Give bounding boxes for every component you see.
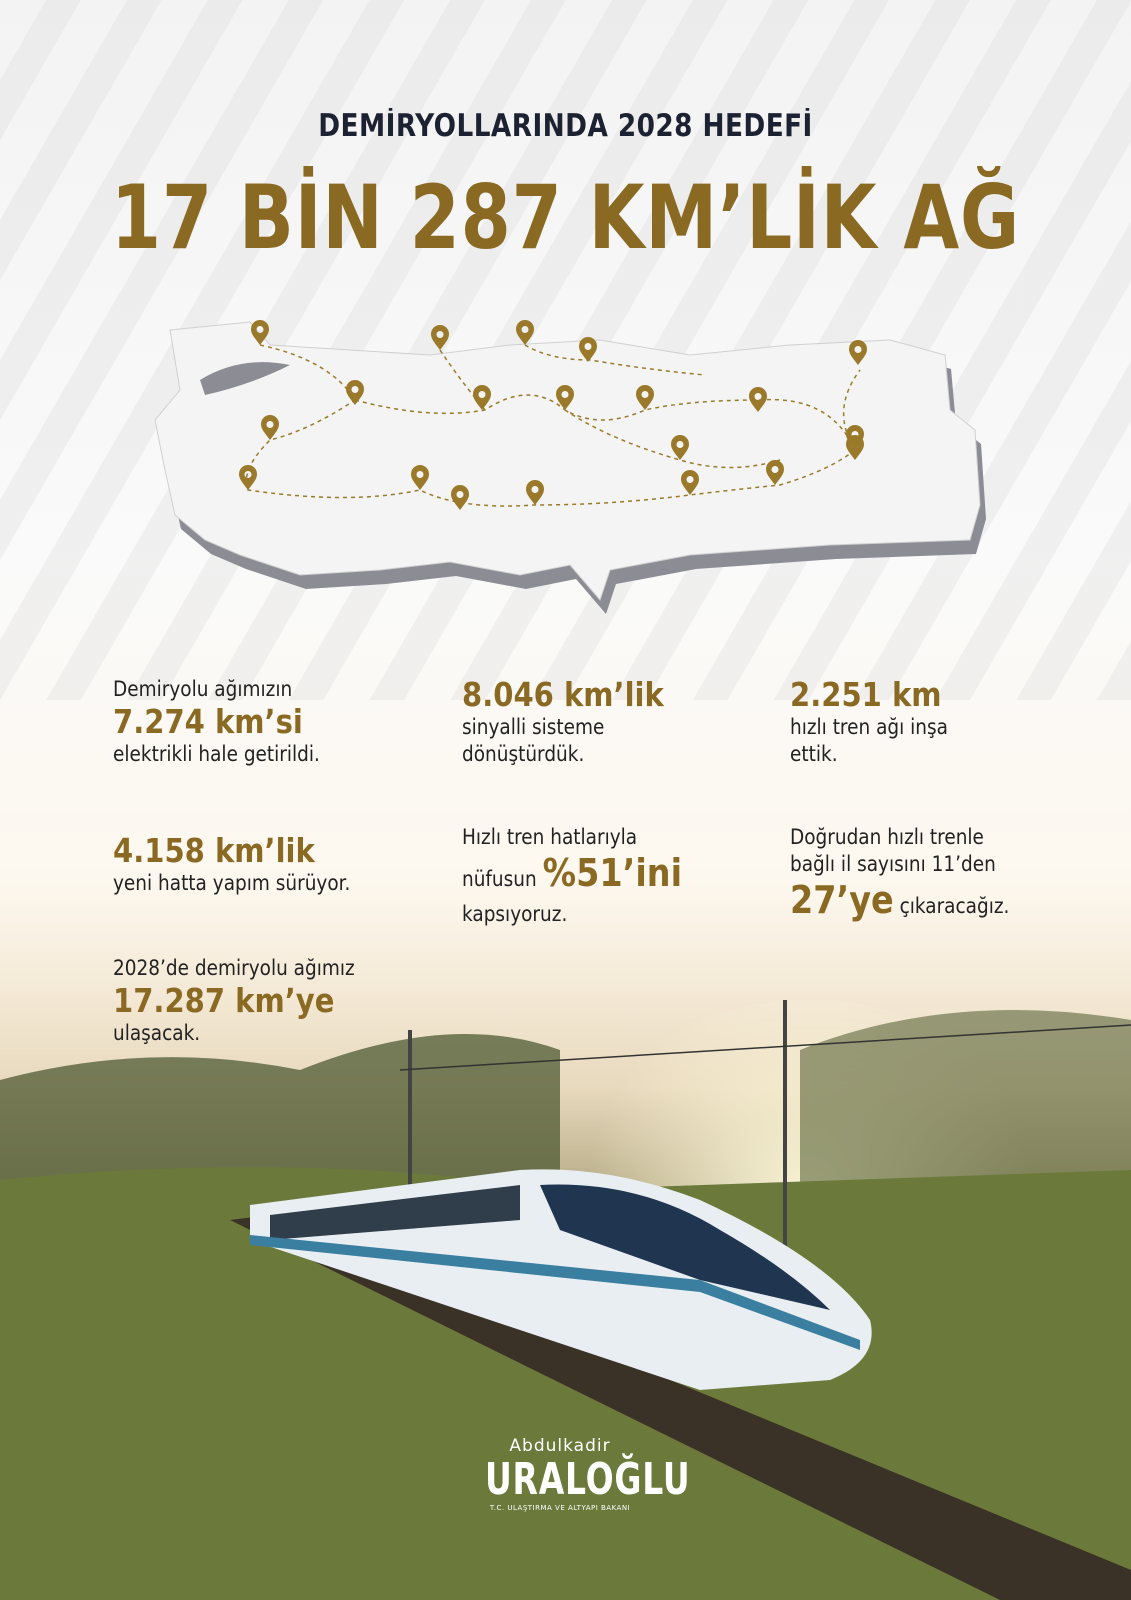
train-windows <box>270 1185 520 1240</box>
stat-electrified: Demiryolu ağımızın 7.274 km’si elektrikl… <box>113 676 320 768</box>
location-pin-icon <box>766 460 784 485</box>
logo-role: T.C. ULAŞTIRMA VE ALTYAPI BAKANI <box>489 1504 631 1512</box>
subtitle: DEMİRYOLLARINDA 2028 HEDEFİ <box>318 108 813 144</box>
logo-first-name: Abdulkadir <box>509 1436 611 1456</box>
stat-2028-target: 2028’de demiryolu ağımız 17.287 km’ye ul… <box>113 955 355 1047</box>
location-pin-icon <box>526 480 544 505</box>
stat-text: elektrikli hale getirildi. <box>113 742 320 766</box>
stat-text: yeni hatta yapım sürüyor. <box>113 871 351 895</box>
stat-text: sinyalli sisteme <box>462 715 605 739</box>
stat-high-speed: 2.251 km hızlı tren ağı inşa ettik. <box>790 676 948 768</box>
location-pin-icon <box>846 435 864 460</box>
route-lines <box>245 344 861 507</box>
stat-text: ulaşacak. <box>113 1021 201 1045</box>
railway-track <box>230 1215 1131 1600</box>
location-pin-icon <box>849 340 867 365</box>
location-pin-icon <box>411 465 429 490</box>
stat-value: %51’ini <box>542 851 683 895</box>
stat-text: 2028’de demiryolu ağımız <box>113 956 355 980</box>
stat-population: Hızlı tren hatlarıyla nüfusun %51’ini ka… <box>462 824 682 928</box>
stat-value: 7.274 km’si <box>113 702 303 741</box>
location-pin-icon <box>261 415 279 440</box>
stat-text: Demiryolu ağımızın <box>113 677 293 701</box>
location-pin-icon <box>431 325 449 350</box>
location-pin-icon <box>671 435 689 460</box>
stat-text: nüfusun <box>462 867 543 891</box>
stat-text: hızlı tren ağı inşa <box>790 715 948 739</box>
turkey-map <box>154 320 986 614</box>
stat-value: 8.046 km’lik <box>462 675 664 714</box>
location-pin-icon <box>516 320 534 345</box>
location-pin-icon <box>636 385 654 410</box>
main-title: 17 BİN 287 KM’LİK AĞ <box>110 166 1021 269</box>
train-stripe <box>250 1235 860 1350</box>
stat-text: ettik. <box>790 742 838 766</box>
stat-text: çıkaracağız. <box>893 894 1010 918</box>
location-pin-icon <box>473 385 491 410</box>
landscape-train-photo <box>0 1000 1131 1600</box>
forest <box>0 1034 560 1190</box>
location-pin-icon <box>451 485 469 510</box>
stat-provinces: Doğrudan hızlı trenle bağlı il sayısını … <box>790 824 1009 928</box>
minister-logo: Abdulkadir URALOĞLU T.C. ULAŞTIRMA VE AL… <box>460 1435 691 1513</box>
stat-value: 27’ye <box>790 878 894 922</box>
location-pin-icon <box>579 337 597 362</box>
logo-last-name: URALOĞLU <box>485 1454 691 1505</box>
stat-value: 4.158 km’lik <box>113 831 315 870</box>
location-pin-icon <box>556 385 574 410</box>
train-windshield <box>540 1184 830 1310</box>
stat-value: 17.287 km’ye <box>113 981 335 1020</box>
stat-construction: 4.158 km’lik yeni hatta yapım sürüyor. <box>113 832 350 897</box>
location-pin-icon <box>239 465 257 490</box>
location-pin-icon <box>251 320 269 345</box>
stat-text: kapsıyoruz. <box>462 902 568 926</box>
location-pin-icon <box>681 470 699 495</box>
location-pin-icon <box>749 387 767 412</box>
catenary-wire <box>399 1024 1131 1071</box>
stat-signalled: 8.046 km’lik sinyalli sisteme dönüştürdü… <box>462 676 664 768</box>
stat-text: bağlı il sayısını 11’den <box>790 852 996 876</box>
stat-text: Hızlı tren hatlarıyla <box>462 825 638 849</box>
stat-text: dönüştürdük. <box>462 742 585 766</box>
location-pin-icon <box>346 380 364 405</box>
stat-value: 2.251 km <box>790 675 942 714</box>
stat-text: Doğrudan hızlı trenle <box>790 825 984 849</box>
marmara-sea <box>200 362 290 395</box>
